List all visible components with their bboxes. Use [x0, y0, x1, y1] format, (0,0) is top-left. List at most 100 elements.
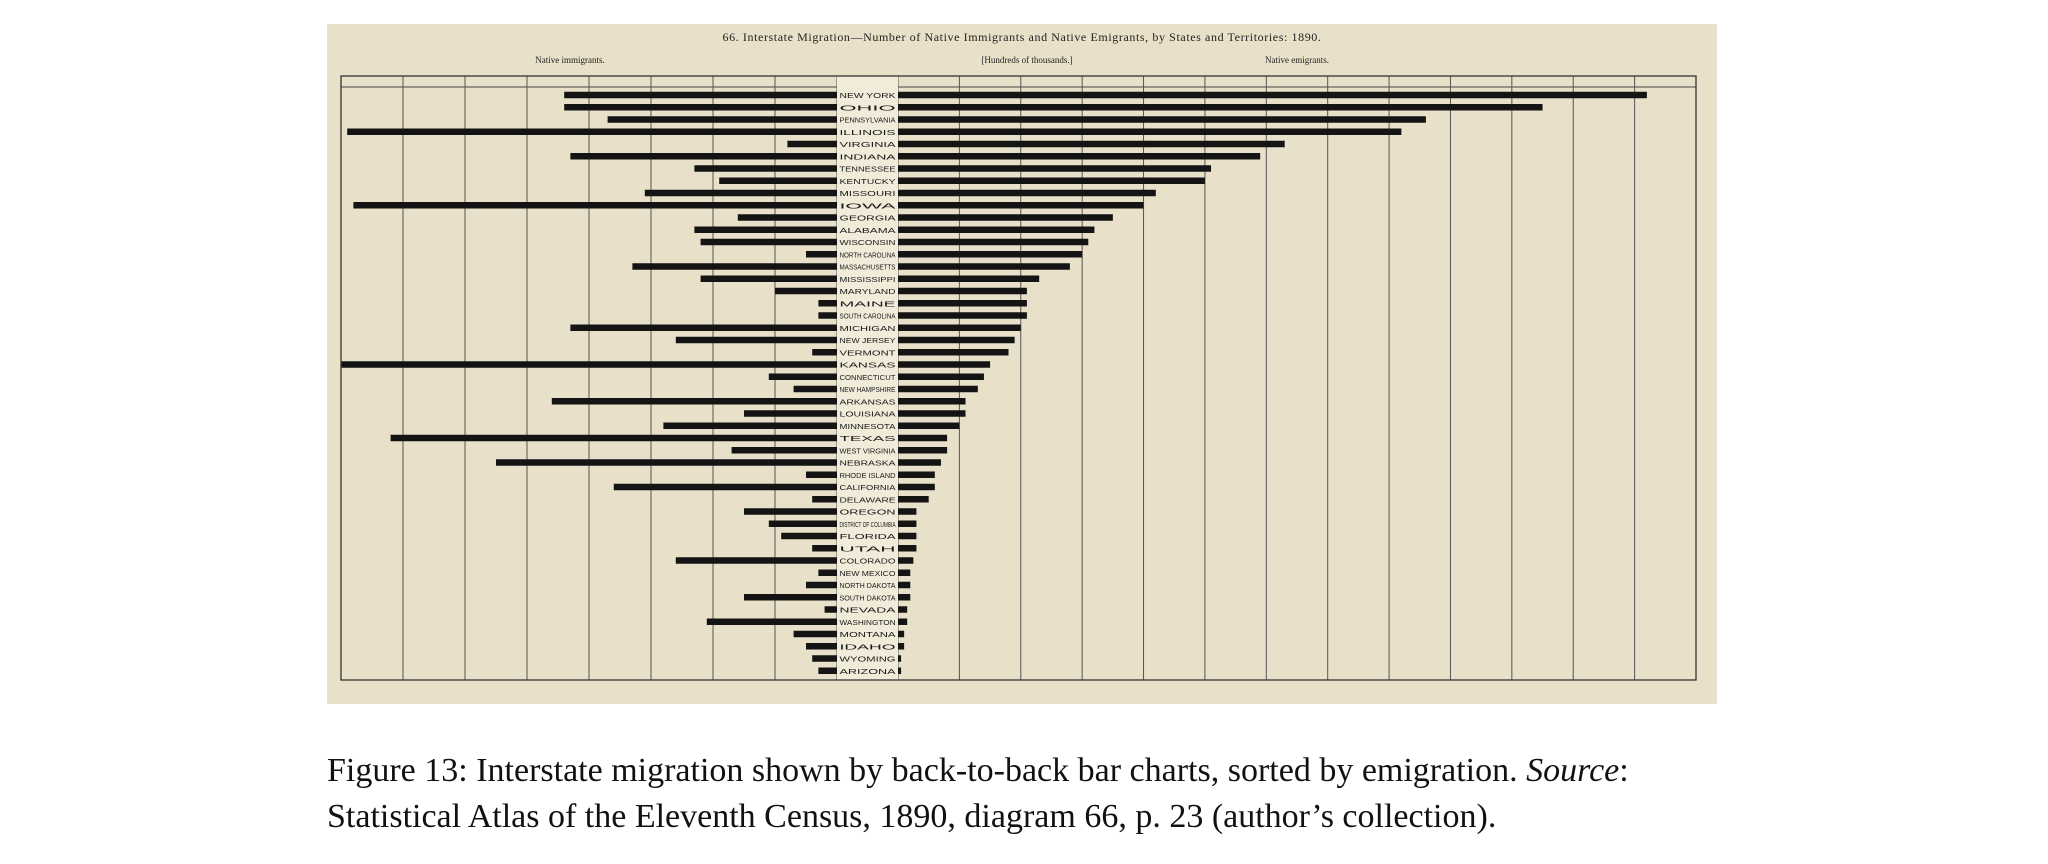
emigrant-bar: [898, 483, 935, 491]
state-label: ARIZONA: [840, 667, 896, 676]
state-label: OREGON: [840, 508, 896, 517]
caption-colon: :: [1619, 752, 1629, 789]
state-label: DISTRICT OF COLUMBIA: [840, 520, 896, 529]
chart-title: 66. Interstate Migration—Number of Nativ…: [722, 30, 1321, 44]
immigrant-bar: [744, 508, 837, 515]
state-label: MISSOURI: [840, 189, 896, 198]
emigrant-bar: [898, 410, 966, 417]
emigrant-bar: [898, 336, 1015, 344]
state-label: INDIANA: [840, 152, 896, 161]
state-label: SOUTH DAKOTA: [840, 593, 896, 602]
state-label: DELAWARE: [840, 495, 896, 504]
state-label: CALIFORNIA: [840, 483, 896, 492]
immigrant-bar: [806, 471, 837, 478]
emigrant-bar: [898, 594, 911, 601]
emigrant-bar: [898, 275, 1040, 282]
state-label: IDAHO: [840, 642, 896, 651]
immigrant-bar: [632, 263, 837, 270]
immigrant-bar: [347, 128, 837, 135]
immigrant-bar: [744, 594, 837, 601]
state-label: MONTANA: [840, 630, 896, 639]
immigrant-bar: [564, 91, 837, 99]
emigrant-bar: [898, 508, 917, 515]
immigrant-bar: [496, 459, 837, 466]
immigrant-bar: [787, 140, 837, 148]
state-label: TEXAS: [840, 434, 896, 443]
emigrant-bar: [898, 667, 902, 674]
state-label: OHIO: [840, 103, 896, 112]
immigrant-bar: [818, 300, 837, 307]
immigrant-bar: [694, 226, 837, 233]
state-label: WASHINGTON: [840, 618, 896, 627]
state-label: GEORGIA: [840, 214, 896, 223]
right-axis-label: Native emigrants.: [1265, 55, 1329, 65]
state-label: MAINE: [840, 299, 896, 308]
caption-line-1: Figure 13: Interstate migration shown by…: [327, 748, 1747, 794]
emigrant-bar: [898, 447, 948, 454]
emigrant-bar: [898, 140, 1285, 148]
figure-caption: Figure 13: Interstate migration shown by…: [327, 748, 1747, 840]
emigrant-bar: [898, 189, 1156, 197]
emigrant-bar: [898, 91, 1647, 99]
state-label: MISSISSIPPI: [840, 275, 896, 284]
state-label: RHODE ISLAND: [840, 471, 897, 480]
immigrant-bar: [564, 104, 837, 111]
emigrant-bar: [898, 496, 929, 503]
state-label: ARKANSAS: [840, 397, 896, 406]
emigrant-bar: [898, 630, 905, 638]
emigrant-bar: [898, 569, 911, 576]
emigrant-bar: [898, 226, 1095, 233]
state-label: LOUISIANA: [840, 410, 896, 419]
immigrant-bar: [818, 312, 837, 319]
state-label: MINNESOTA: [840, 422, 896, 431]
immigrant-bar: [675, 557, 837, 564]
immigrant-bar: [700, 238, 837, 246]
state-label: FLORIDA: [840, 532, 896, 541]
emigrant-bar: [898, 128, 1402, 135]
emigrant-bar: [898, 459, 941, 466]
emigrant-bar: [898, 385, 978, 393]
state-label: NEBRASKA: [840, 459, 896, 468]
emigrant-bar: [898, 263, 1070, 270]
state-label: NORTH DAKOTA: [840, 581, 896, 590]
emigrant-bar: [898, 116, 1426, 123]
state-label: KANSAS: [840, 361, 896, 370]
immigrant-bar: [353, 202, 837, 209]
immigrant-bar: [824, 606, 837, 613]
immigrant-bar: [663, 422, 837, 429]
state-label: COLORADO: [840, 557, 896, 566]
immigrant-bar: [818, 569, 837, 576]
emigrant-bar: [898, 214, 1113, 221]
state-label: NORTH CAROLINA: [840, 250, 896, 259]
immigrant-bar: [675, 336, 837, 344]
immigrant-bar: [390, 434, 837, 442]
state-label: NEW JERSEY: [840, 336, 896, 345]
immigrant-bar: [706, 618, 837, 625]
emigrant-bar: [898, 104, 1543, 111]
state-label: NEW YORK: [840, 91, 896, 100]
emigrant-bar: [898, 606, 908, 613]
immigrant-bar: [570, 153, 837, 160]
emigrant-bar: [898, 177, 1205, 184]
state-label: CONNECTICUT: [840, 373, 896, 382]
caption-source-word: Source: [1526, 752, 1620, 789]
emigrant-bar: [898, 643, 905, 650]
emigrant-bar: [898, 655, 902, 662]
state-label: MARYLAND: [840, 287, 897, 296]
state-label: MICHIGAN: [840, 324, 896, 333]
immigrant-bar: [341, 361, 837, 368]
state-label: NEVADA: [840, 606, 896, 615]
state-label: MASSACHUSETTS: [840, 263, 896, 272]
immigrant-bar: [806, 643, 837, 650]
emigrant-bar: [898, 557, 914, 564]
immigrant-bar: [812, 545, 837, 552]
state-labels: NEW YORK OHIO PENNSYLVANIA ILLINOIS VIRGINIA…: [840, 91, 897, 676]
state-label: WEST VIRGINIA: [840, 446, 896, 455]
state-label: NEW HAMPSHIRE: [840, 385, 896, 394]
immigrant-bar: [731, 447, 837, 454]
state-label: TENNESSEE: [840, 165, 896, 174]
caption-text: Figure 13: Interstate migration shown by…: [327, 752, 1527, 789]
immigrant-bar: [812, 349, 837, 356]
emigrant-bar: [898, 545, 917, 552]
immigrant-bar: [775, 287, 837, 295]
